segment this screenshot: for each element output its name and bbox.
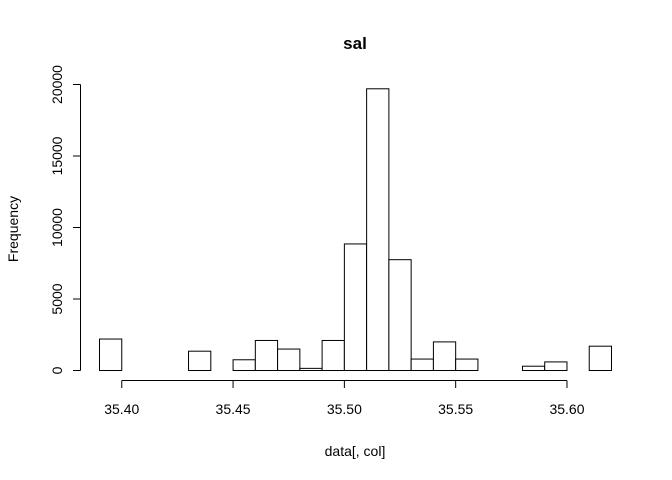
x-tick-label: 35.50 (327, 401, 362, 417)
histogram-bar-22 (588, 345, 612, 372)
y-tick-label: 5000 (49, 283, 65, 314)
histogram-bar-16 (455, 358, 479, 371)
histogram-bar-10 (321, 339, 345, 372)
x-axis-label: data[, col] (325, 443, 386, 459)
histogram-bar-14 (410, 358, 434, 371)
y-tick-label: 20000 (49, 65, 65, 104)
y-tick-label: 0 (49, 366, 65, 374)
x-axis: 35.40 35.45 35.50 35.55 35.60 (104, 380, 585, 417)
histogram-bar-0 (99, 338, 123, 372)
histogram-bar-15 (432, 341, 457, 371)
histogram-bar-11 (343, 243, 368, 371)
x-tick-label: 35.45 (216, 401, 251, 417)
y-axis: 0 5000 10000 15000 20000 (49, 65, 81, 374)
histogram-bar-8 (277, 348, 301, 371)
x-tick-label: 35.60 (549, 401, 584, 417)
histogram-bar-4 (188, 350, 212, 372)
x-tick-label: 35.55 (438, 401, 473, 417)
histogram-bar-12 (366, 88, 390, 371)
y-tick-label: 10000 (49, 208, 65, 247)
histogram-bar-9 (299, 367, 323, 371)
histogram-bar-7 (254, 339, 279, 372)
histogram-bar-19 (521, 365, 546, 371)
histogram-bars (99, 88, 612, 372)
y-axis-label: Frequency (5, 196, 21, 262)
x-tick-label: 35.40 (104, 401, 139, 417)
histogram-bar-6 (232, 359, 256, 371)
chart-title: sal (343, 34, 367, 53)
y-tick-label: 15000 (49, 136, 65, 175)
histogram-bar-13 (388, 259, 412, 371)
histogram-bar-20 (544, 361, 568, 372)
